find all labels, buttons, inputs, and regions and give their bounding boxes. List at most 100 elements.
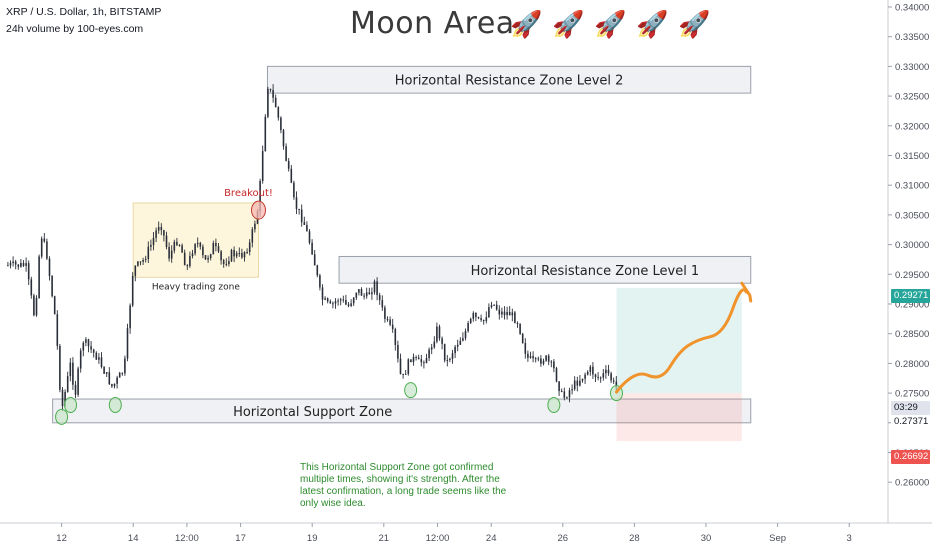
price-tick-label: 0.30000 (895, 240, 929, 251)
candle (168, 247, 170, 259)
candle (170, 250, 173, 259)
candle (459, 340, 462, 345)
candle (542, 360, 545, 364)
candle (602, 373, 605, 378)
candle (376, 281, 378, 296)
candle (373, 281, 376, 293)
candle (199, 242, 202, 247)
candle (176, 241, 178, 246)
candle (384, 307, 386, 319)
candle (389, 319, 391, 325)
candle (443, 343, 446, 361)
candle (360, 289, 363, 296)
candle (324, 298, 326, 300)
analysis-note: This Horizontal Support Zone got confirm… (300, 462, 507, 509)
candle (194, 244, 196, 254)
candle (506, 311, 508, 316)
candle (521, 333, 524, 344)
candle (597, 376, 599, 378)
candle (79, 350, 82, 369)
candle (321, 287, 324, 300)
price-tick-label: 0.27500 (895, 389, 929, 400)
candle (534, 358, 537, 360)
symbol-title: XRP / U.S. Dollar, 1h, BITSTAMP (6, 6, 162, 18)
price-tick-label: 0.31000 (895, 181, 929, 192)
candle (308, 231, 311, 243)
rocket-icon: 🚀 (510, 10, 543, 40)
candle (555, 368, 558, 382)
candle (87, 339, 90, 347)
candle (350, 303, 352, 306)
candle (352, 297, 355, 304)
candle (503, 311, 506, 316)
candle (397, 344, 399, 359)
candle (113, 383, 116, 387)
candle (581, 378, 584, 381)
candle (282, 130, 285, 147)
candle (316, 265, 319, 276)
candle (605, 369, 607, 374)
candle (428, 349, 430, 359)
candle (126, 328, 129, 359)
position-target-area[interactable] (616, 287, 742, 394)
candle (560, 391, 563, 393)
time-tick-label: 26 (558, 533, 569, 544)
candle (173, 241, 176, 251)
candle (64, 391, 66, 407)
time-tick-label: 24 (486, 533, 497, 544)
target-price-tag: 0.29271 (891, 289, 930, 303)
candle (222, 260, 225, 264)
support-zone-label: Horizontal Support Zone (233, 405, 392, 420)
candle (9, 263, 12, 266)
support-zone[interactable] (52, 398, 752, 424)
candle (563, 391, 566, 398)
candle (420, 359, 423, 363)
candle (157, 226, 160, 231)
candle (423, 362, 425, 364)
candle (215, 242, 217, 247)
support-touch-marker (547, 396, 561, 413)
candle (267, 88, 269, 117)
resistance-zone-2[interactable] (266, 65, 752, 94)
price-tick-label: 0.32500 (895, 92, 929, 103)
candle (274, 97, 277, 108)
time-tick-label: 17 (235, 533, 246, 544)
candle (38, 256, 40, 298)
candle (248, 242, 251, 252)
candle (17, 264, 20, 267)
candle (181, 245, 183, 253)
candle (74, 384, 77, 395)
candle (144, 258, 147, 260)
candle (207, 258, 209, 260)
heavy-trading-zone[interactable] (132, 202, 259, 278)
candle (105, 372, 108, 374)
candle (272, 89, 274, 98)
candle (456, 344, 459, 347)
candle (391, 324, 394, 330)
candle (514, 312, 516, 324)
candle (477, 317, 480, 319)
candle (469, 318, 472, 324)
candle (25, 263, 27, 266)
candle (59, 345, 61, 390)
time-tick-label: 14 (128, 533, 139, 544)
price-tick-label: 0.33000 (895, 62, 929, 73)
candle (516, 323, 519, 325)
position-stop-area[interactable] (616, 393, 742, 442)
candle (490, 305, 493, 308)
candle (524, 343, 527, 354)
candle (56, 314, 59, 346)
candle (178, 245, 181, 247)
time-tick-label: 3 (847, 533, 852, 544)
candle (92, 349, 95, 353)
resistance-zone-1[interactable] (338, 255, 752, 284)
candle (568, 390, 571, 398)
candle (386, 318, 389, 320)
candle (566, 397, 568, 399)
candle (446, 360, 449, 362)
candle (160, 226, 163, 231)
candle (121, 372, 124, 374)
breakout-marker (251, 200, 266, 220)
candle (472, 312, 475, 319)
